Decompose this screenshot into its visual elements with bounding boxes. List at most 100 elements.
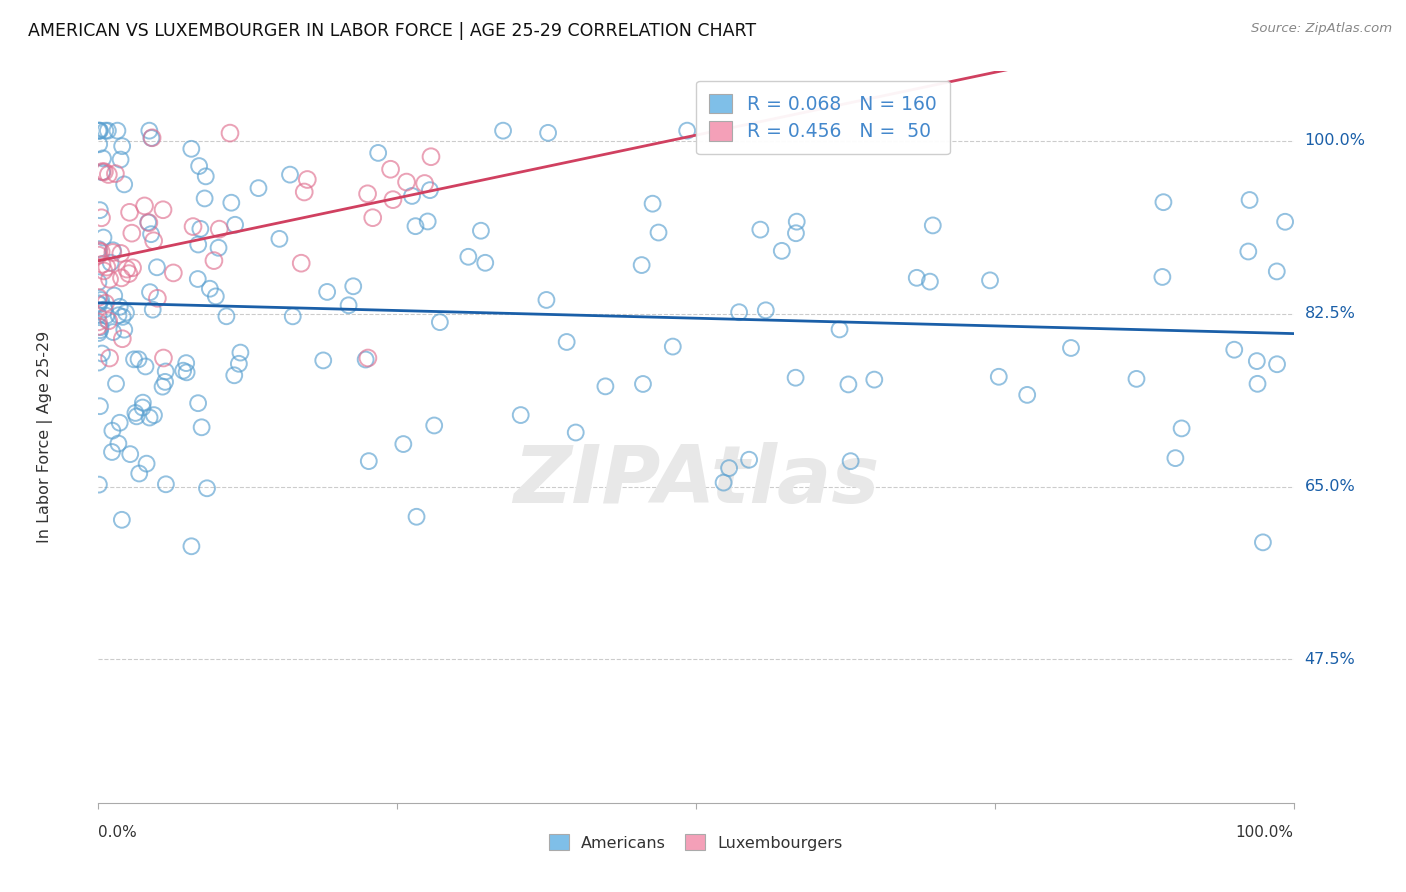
Point (401, 189, 423, 203)
Point (221, 195, 243, 210)
Text: 100.0%: 100.0% (1305, 133, 1365, 148)
Point (91, 165, 114, 179)
Point (676, 123, 699, 137)
Point (100, 256, 122, 270)
Point (90, 244, 112, 259)
Text: 47.5%: 47.5% (1305, 652, 1355, 667)
Point (1274, 215, 1296, 229)
Point (152, 379, 174, 393)
Point (87, 275, 110, 289)
Point (405, 509, 427, 524)
Point (139, 227, 162, 242)
Point (103, 288, 125, 302)
Point (198, 282, 221, 296)
Point (138, 123, 160, 137)
Point (87, 290, 110, 304)
Point (420, 150, 443, 164)
Point (905, 270, 928, 285)
Point (141, 131, 163, 145)
Point (152, 202, 174, 217)
Point (1170, 421, 1192, 435)
Point (152, 351, 174, 365)
Point (367, 145, 389, 160)
Point (188, 159, 211, 173)
Point (90, 293, 112, 307)
Point (219, 126, 242, 140)
Point (180, 142, 202, 156)
Point (1125, 372, 1147, 386)
Point (115, 306, 138, 320)
Point (97, 168, 120, 182)
Point (202, 253, 225, 268)
Point (190, 222, 212, 236)
Point (89, 203, 111, 218)
Point (728, 305, 751, 319)
Point (87, 477, 110, 491)
Point (837, 377, 859, 392)
Point (87, 242, 110, 256)
Point (98, 272, 121, 286)
Point (87, 244, 110, 258)
Point (1251, 535, 1274, 549)
Point (90, 320, 112, 334)
Point (93, 302, 115, 317)
Point (755, 303, 778, 318)
Text: 100.0%: 100.0% (1236, 824, 1294, 839)
Point (863, 373, 886, 387)
Point (224, 218, 246, 232)
Point (786, 215, 808, 229)
Point (224, 368, 246, 383)
Point (101, 244, 124, 258)
Point (105, 376, 128, 391)
Point (1237, 244, 1260, 259)
Point (89, 399, 111, 413)
Point (247, 181, 270, 195)
Point (381, 193, 404, 207)
Point (141, 130, 163, 145)
Point (1164, 451, 1187, 466)
Point (1223, 343, 1246, 357)
Point (342, 279, 364, 293)
Point (1017, 388, 1039, 402)
Point (146, 291, 169, 305)
Point (104, 167, 127, 181)
Point (87, 296, 110, 310)
Point (641, 196, 664, 211)
Point (138, 216, 160, 230)
Point (132, 395, 155, 409)
Text: 82.5%: 82.5% (1305, 306, 1355, 321)
Point (718, 461, 741, 475)
Point (91, 164, 114, 178)
Point (87, 123, 110, 137)
Point (134, 359, 156, 374)
Point (555, 334, 578, 349)
Point (128, 467, 150, 481)
Point (155, 364, 177, 378)
Point (118, 205, 141, 219)
Point (89, 137, 111, 152)
Point (128, 352, 150, 367)
Point (1152, 195, 1174, 210)
Point (89, 323, 111, 337)
Point (142, 408, 165, 422)
Point (595, 379, 617, 393)
Point (97, 314, 120, 328)
Point (918, 275, 941, 289)
Point (112, 178, 135, 192)
Point (228, 357, 250, 371)
Point (91, 152, 114, 166)
Point (121, 226, 143, 240)
Point (111, 332, 134, 346)
Point (1239, 193, 1261, 207)
Point (87, 297, 110, 311)
Point (979, 273, 1001, 287)
Point (1265, 264, 1288, 278)
Point (91, 346, 114, 360)
Point (429, 315, 451, 329)
Point (208, 222, 231, 236)
Point (207, 241, 229, 255)
Point (292, 185, 315, 199)
Point (135, 457, 157, 471)
Point (107, 123, 129, 137)
Point (1060, 341, 1083, 355)
